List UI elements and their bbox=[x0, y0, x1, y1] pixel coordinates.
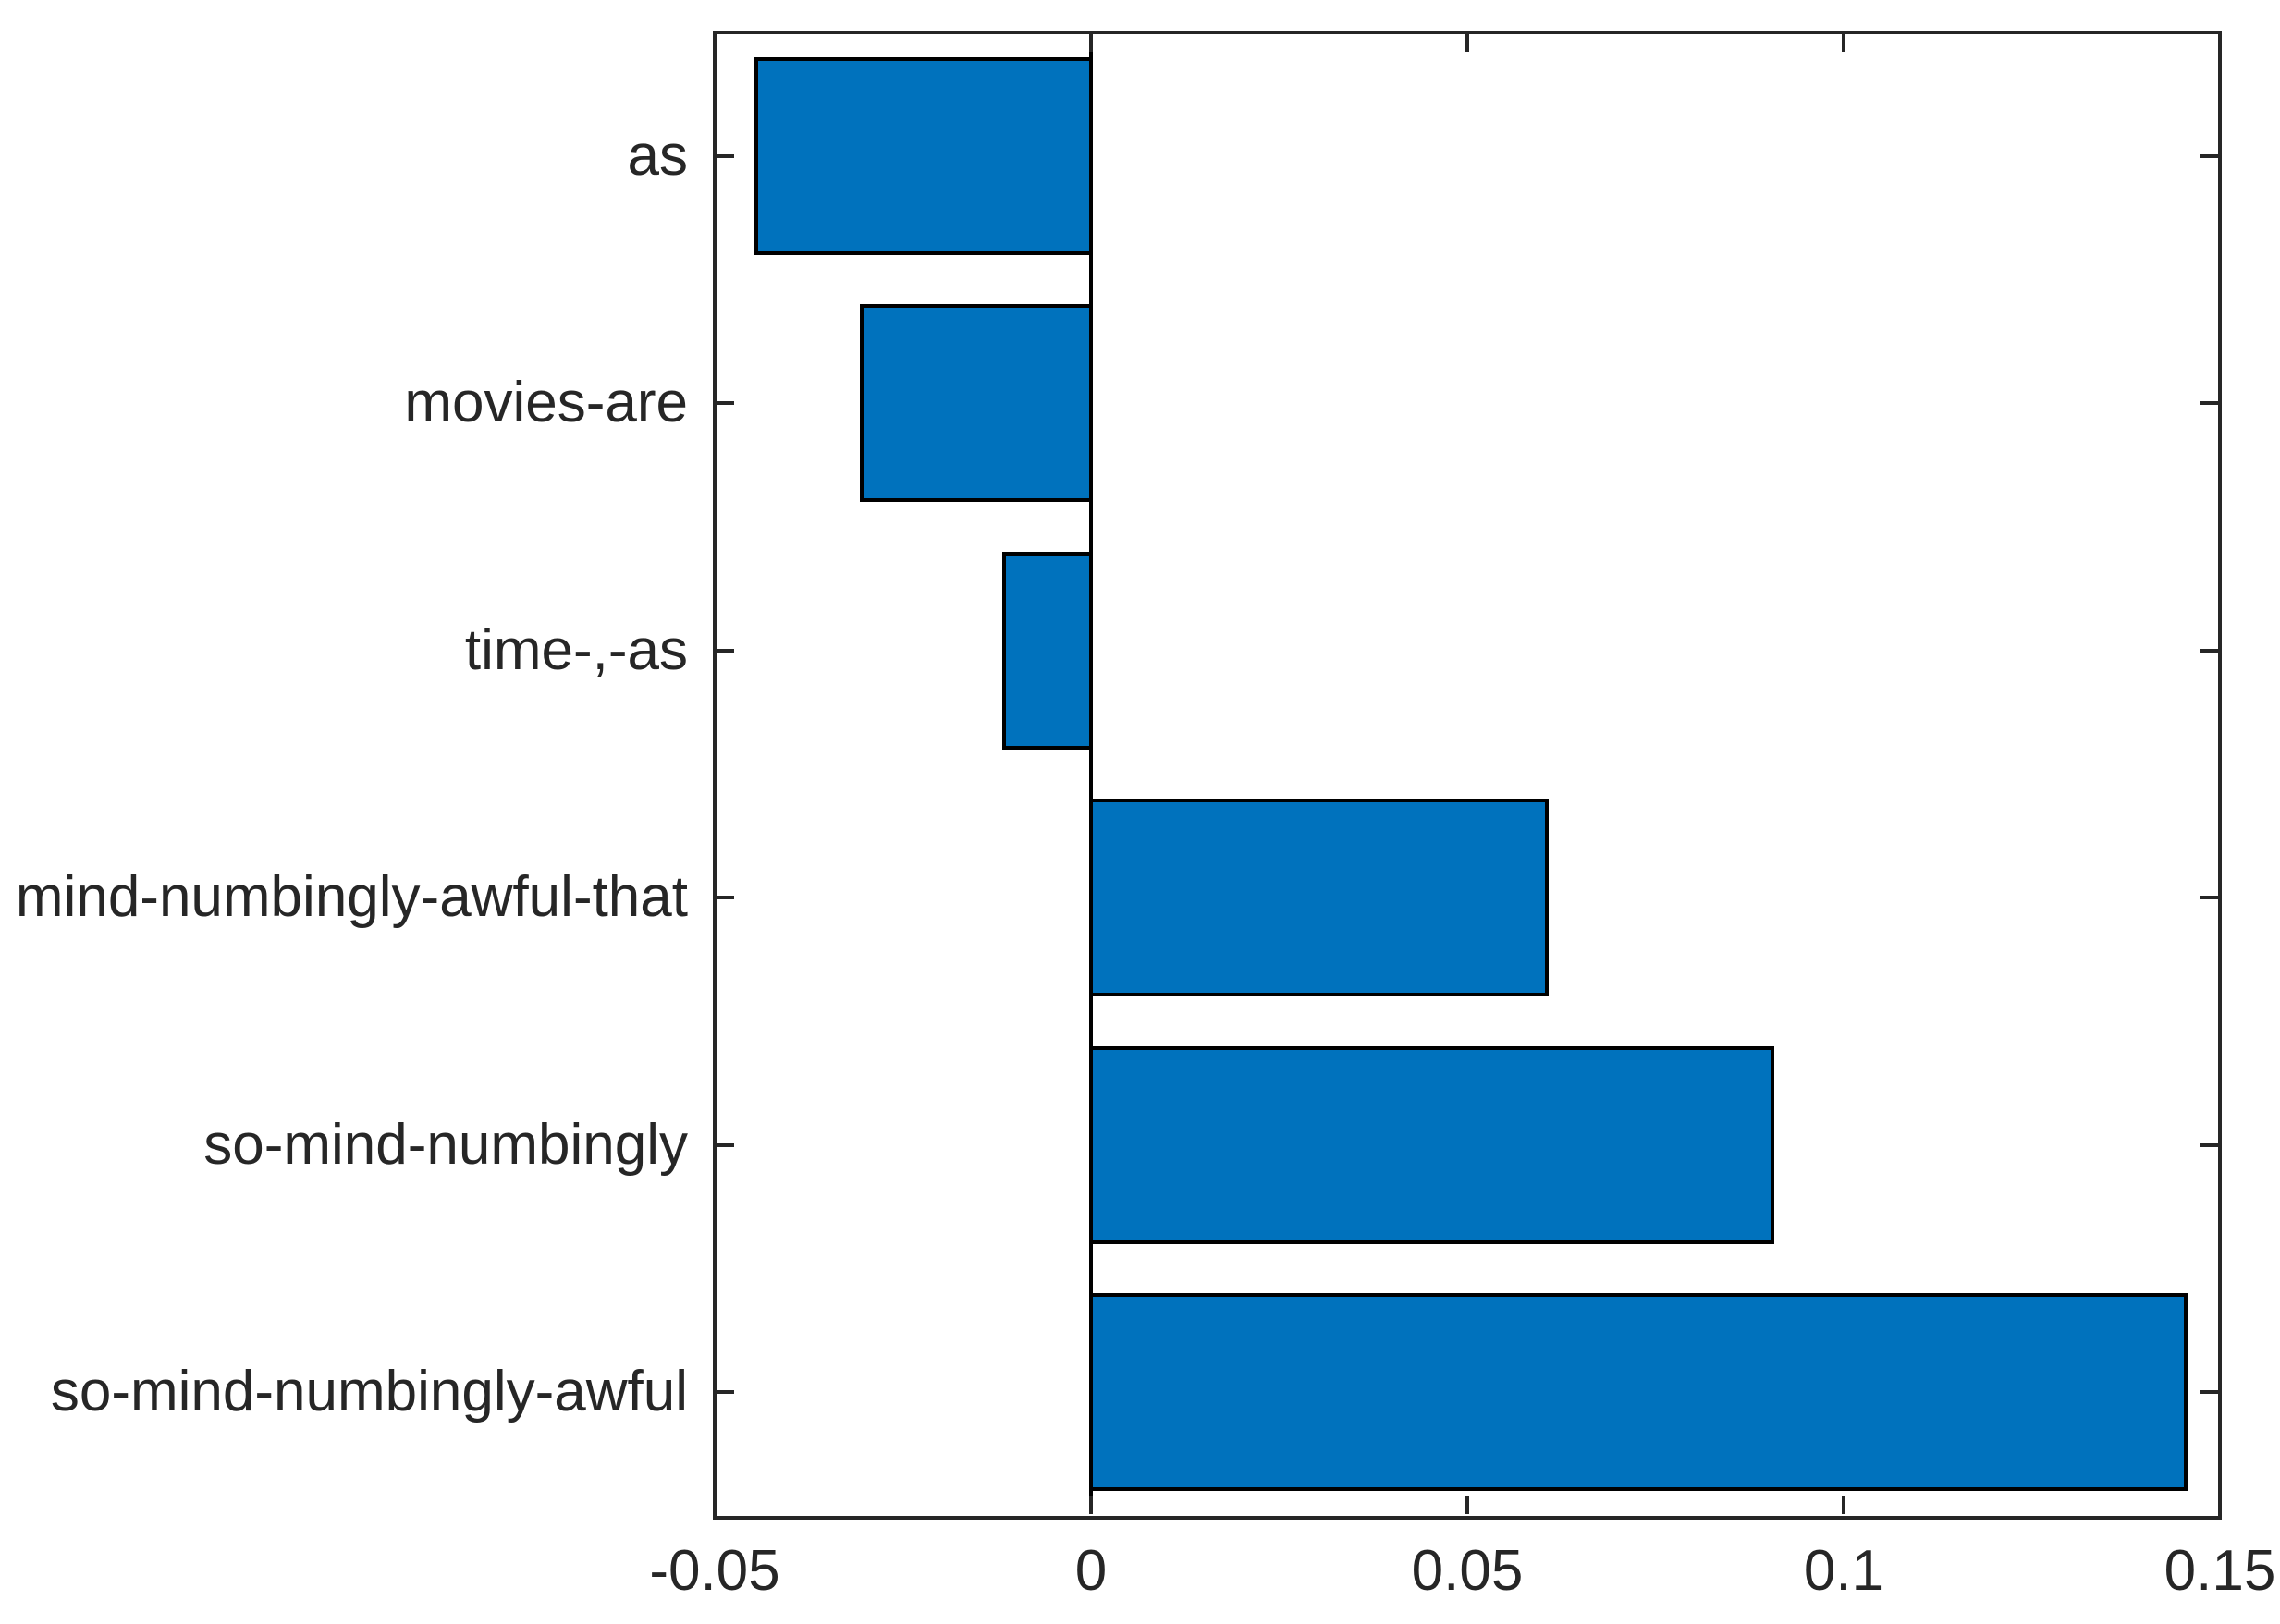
y-tick-mark-right bbox=[2200, 1390, 2218, 1394]
bar-so-mind-numbingly-awful bbox=[1089, 1293, 2188, 1491]
y-tick-mark-right bbox=[2200, 401, 2218, 405]
bar-so-mind-numbingly bbox=[1089, 1046, 1774, 1244]
x-tick-mark-top bbox=[1465, 34, 1469, 52]
x-tick-label: 0.05 bbox=[1411, 1539, 1524, 1603]
y-tick-mark-left bbox=[717, 1390, 734, 1394]
x-tick-label: -0.05 bbox=[649, 1539, 780, 1603]
x-tick-mark-bottom bbox=[1842, 1496, 1845, 1514]
zero-baseline bbox=[1089, 34, 1093, 1514]
y-tick-mark-right bbox=[2200, 896, 2218, 899]
x-tick-mark-top bbox=[1089, 34, 1093, 52]
y-tick-mark-left bbox=[717, 649, 734, 653]
bar-movies-are bbox=[860, 304, 1093, 502]
y-tick-mark-right bbox=[2200, 154, 2218, 158]
x-tick-mark-top bbox=[2218, 34, 2222, 52]
y-tick-mark-left bbox=[717, 401, 734, 405]
y-tick-label: so-mind-numbingly bbox=[203, 1113, 688, 1177]
plot-area bbox=[713, 31, 2222, 1520]
y-tick-mark-right bbox=[2200, 649, 2218, 653]
bar-as bbox=[754, 57, 1093, 255]
y-tick-mark-left bbox=[717, 154, 734, 158]
x-tick-mark-bottom bbox=[2218, 1496, 2222, 1514]
y-tick-label: movies-are bbox=[404, 371, 688, 434]
bar-mind-numbingly-awful-that bbox=[1089, 799, 1549, 996]
y-tick-label: so-mind-numbingly-awful bbox=[50, 1360, 688, 1423]
bar-time-,-as bbox=[1002, 552, 1093, 750]
y-tick-mark-left bbox=[717, 1143, 734, 1147]
x-tick-mark-top bbox=[1842, 34, 1845, 52]
y-tick-mark-right bbox=[2200, 1143, 2218, 1147]
y-tick-mark-left bbox=[717, 896, 734, 899]
x-tick-label: 0 bbox=[1074, 1539, 1108, 1603]
x-tick-mark-top bbox=[713, 34, 717, 52]
y-tick-label: time-,-as bbox=[464, 618, 688, 682]
x-tick-mark-bottom bbox=[1465, 1496, 1469, 1514]
y-tick-label: as bbox=[627, 124, 688, 188]
x-tick-label: 0.1 bbox=[1803, 1539, 1884, 1603]
x-tick-mark-bottom bbox=[713, 1496, 717, 1514]
y-tick-label: mind-numbingly-awful-that bbox=[15, 865, 688, 929]
x-tick-label: 0.15 bbox=[2164, 1539, 2276, 1603]
x-tick-mark-bottom bbox=[1089, 1496, 1093, 1514]
